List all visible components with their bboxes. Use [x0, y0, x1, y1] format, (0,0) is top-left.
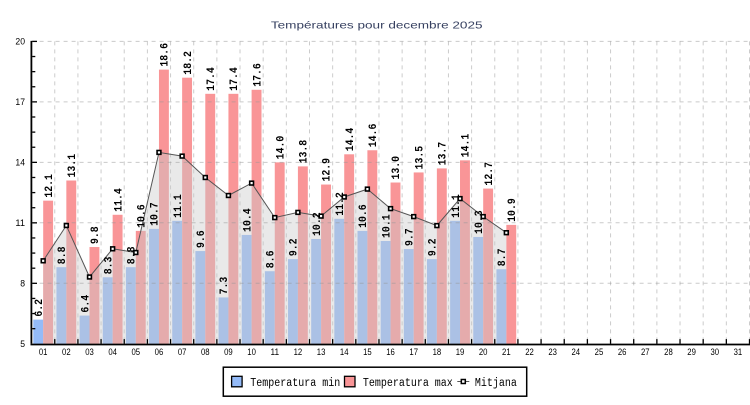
- svg-text:9.8: 9.8: [90, 226, 102, 244]
- svg-text:10.2: 10.2: [312, 212, 324, 236]
- svg-text:14.6: 14.6: [368, 124, 380, 148]
- svg-text:12: 12: [294, 347, 303, 358]
- svg-text:18.2: 18.2: [183, 51, 195, 75]
- svg-text:13: 13: [317, 347, 326, 358]
- svg-text:23: 23: [548, 347, 557, 358]
- svg-text:8.8: 8.8: [127, 246, 139, 264]
- svg-text:17.4: 17.4: [229, 67, 241, 91]
- svg-text:20: 20: [479, 347, 488, 358]
- svg-text:04: 04: [108, 347, 117, 358]
- svg-text:01: 01: [39, 347, 48, 358]
- svg-text:29: 29: [687, 347, 696, 358]
- svg-text:18: 18: [433, 347, 442, 358]
- svg-text:15: 15: [363, 347, 372, 358]
- svg-text:25: 25: [595, 347, 604, 358]
- svg-text:10.6: 10.6: [358, 204, 370, 228]
- svg-text:05: 05: [132, 347, 141, 358]
- svg-text:Températures pour decembre 202: Températures pour decembre 2025: [271, 19, 483, 31]
- svg-text:7.3: 7.3: [219, 276, 231, 294]
- svg-text:10.3: 10.3: [474, 210, 486, 234]
- svg-text:9.2: 9.2: [289, 238, 301, 256]
- svg-text:14: 14: [340, 347, 349, 358]
- svg-text:26: 26: [618, 347, 627, 358]
- svg-text:8.3: 8.3: [103, 256, 115, 274]
- svg-text:17: 17: [15, 97, 25, 108]
- svg-text:09: 09: [224, 347, 233, 358]
- svg-text:8.8: 8.8: [57, 246, 69, 264]
- svg-text:19: 19: [456, 347, 465, 358]
- svg-text:11.1: 11.1: [173, 194, 185, 218]
- svg-text:8.6: 8.6: [266, 251, 278, 269]
- svg-text:27: 27: [641, 347, 650, 358]
- svg-text:6.4: 6.4: [80, 295, 92, 313]
- svg-text:10.9: 10.9: [507, 198, 519, 222]
- svg-text:11: 11: [15, 218, 25, 229]
- svg-text:30: 30: [710, 347, 719, 358]
- svg-text:9.7: 9.7: [404, 228, 416, 246]
- svg-text:02: 02: [62, 347, 71, 358]
- svg-text:6.2: 6.2: [34, 299, 46, 317]
- svg-text:16: 16: [386, 347, 395, 358]
- svg-text:21: 21: [502, 347, 511, 358]
- svg-text:Temperatura max: Temperatura max: [363, 377, 453, 390]
- svg-text:24: 24: [572, 347, 581, 358]
- svg-text:8.7: 8.7: [497, 249, 509, 267]
- svg-text:12.9: 12.9: [322, 158, 334, 182]
- svg-text:11.1: 11.1: [451, 194, 463, 218]
- svg-text:18.6: 18.6: [160, 43, 172, 67]
- svg-text:22: 22: [525, 347, 534, 358]
- svg-text:5: 5: [20, 339, 25, 350]
- svg-text:10.1: 10.1: [381, 214, 393, 238]
- svg-text:11: 11: [270, 347, 279, 358]
- svg-text:17.4: 17.4: [206, 67, 218, 91]
- svg-text:8: 8: [20, 279, 25, 290]
- svg-text:11.4: 11.4: [113, 188, 125, 212]
- svg-text:07: 07: [178, 347, 187, 358]
- svg-text:13.0: 13.0: [391, 156, 403, 180]
- svg-text:31: 31: [734, 347, 743, 358]
- svg-text:10.6: 10.6: [136, 204, 148, 228]
- svg-text:14.1: 14.1: [461, 133, 473, 157]
- svg-text:9.6: 9.6: [196, 230, 208, 248]
- svg-text:28: 28: [664, 347, 673, 358]
- svg-text:10.4: 10.4: [242, 208, 254, 232]
- svg-text:20: 20: [15, 37, 25, 48]
- svg-text:9.2: 9.2: [428, 238, 440, 256]
- svg-text:10: 10: [247, 347, 256, 358]
- svg-text:03: 03: [85, 347, 94, 358]
- svg-text:17: 17: [409, 347, 418, 358]
- svg-text:06: 06: [155, 347, 164, 358]
- svg-text:13.5: 13.5: [414, 145, 426, 169]
- svg-text:14.0: 14.0: [275, 136, 287, 160]
- svg-text:17.6: 17.6: [252, 63, 264, 87]
- svg-text:Mitjana: Mitjana: [475, 377, 517, 390]
- svg-text:08: 08: [201, 347, 210, 358]
- svg-text:13.7: 13.7: [438, 142, 450, 166]
- svg-text:11.2: 11.2: [335, 192, 347, 216]
- svg-text:12.7: 12.7: [484, 162, 496, 186]
- svg-text:14: 14: [15, 158, 25, 169]
- svg-text:14.4: 14.4: [345, 127, 357, 151]
- svg-text:13.8: 13.8: [299, 139, 311, 163]
- svg-text:13.1: 13.1: [67, 154, 79, 178]
- svg-text:12.1: 12.1: [44, 174, 56, 198]
- svg-text:Temperatura min: Temperatura min: [250, 377, 340, 390]
- svg-text:10.7: 10.7: [150, 202, 162, 226]
